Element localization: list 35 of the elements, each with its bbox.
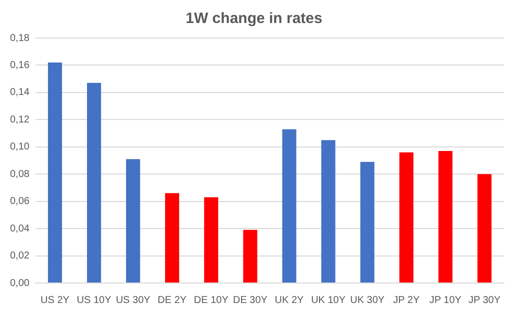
y-tick-label: 0,12 (10, 114, 30, 126)
x-tick-label: UK 2Y (274, 294, 304, 306)
x-tick-label: UK 30Y (350, 294, 385, 306)
y-tick-label: 0,18 (10, 32, 30, 44)
bar (438, 150, 452, 282)
y-tick-label: 0,16 (10, 60, 30, 71)
x-tick-label: US 10Y (76, 294, 112, 306)
x-tick-label: US 2Y (40, 294, 70, 306)
y-tick-label: 0,04 (10, 223, 30, 234)
bar (399, 152, 414, 282)
bar (204, 197, 218, 282)
x-tick-label: JP 10Y (429, 294, 462, 306)
y-tick-label: 0,08 (10, 168, 30, 180)
y-tick-label: 0,14 (10, 87, 30, 98)
y-tick-label: 0,00 (10, 278, 30, 289)
bar (360, 162, 374, 282)
bar (243, 230, 258, 282)
x-tick-label: UK 10Y (311, 294, 346, 306)
bar (165, 193, 180, 282)
x-tick-label: DE 10Y (194, 294, 229, 306)
x-tick-label: US 30Y (116, 294, 151, 306)
x-tick-label: DE 2Y (158, 294, 187, 306)
bar (126, 159, 140, 282)
bar (48, 62, 62, 282)
x-tick-label: JP 2Y (393, 294, 420, 306)
bar (282, 129, 296, 282)
bar (477, 174, 492, 282)
x-tick-label: DE 30Y (232, 294, 268, 306)
bar (321, 140, 336, 282)
bar (87, 82, 102, 282)
y-tick-label: 0,10 (10, 142, 30, 153)
y-tick-label: 0,02 (10, 250, 30, 262)
x-tick-label: JP 30Y (468, 294, 501, 306)
y-tick-label: 0,06 (10, 196, 30, 208)
chart-title: 1W change in rates (186, 10, 322, 28)
